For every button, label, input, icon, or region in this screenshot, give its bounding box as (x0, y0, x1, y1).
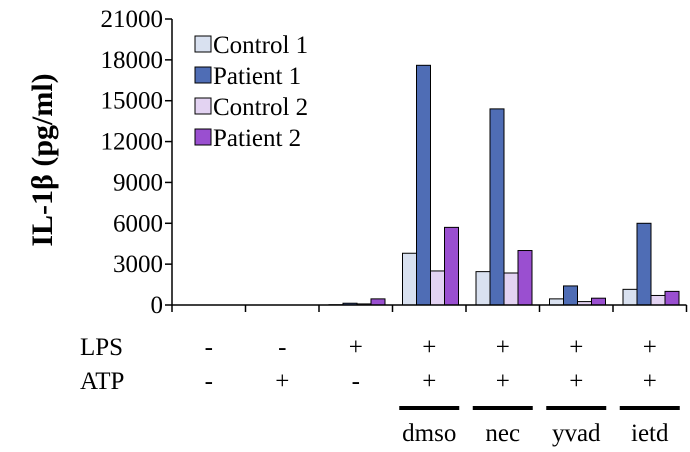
condition-mark: - (205, 368, 213, 395)
legend-label: Patient 1 (213, 63, 301, 90)
inhibitor-label: dmso (402, 420, 456, 447)
y-tick-label: 9000 (113, 169, 163, 196)
bar-control-1 (475, 271, 491, 306)
bar-control-1 (549, 298, 564, 306)
y-axis-label: IL-1β (pg/ml) (26, 73, 59, 246)
legend-swatch (194, 66, 212, 84)
condition-mark: - (205, 334, 213, 361)
condition-mark: + (496, 334, 510, 361)
x-axis (171, 304, 688, 312)
bar-control-2 (503, 272, 519, 306)
bar-patient-2 (444, 226, 459, 306)
condition-mark: + (349, 334, 363, 361)
condition-mark: + (569, 368, 583, 395)
bar-control-2 (430, 270, 445, 306)
inhibitor-label: yvad (552, 420, 601, 447)
condition-mark: + (496, 368, 510, 395)
inhibitor-label: ietd (631, 420, 669, 447)
condition-mark: + (422, 368, 436, 395)
bar-patient-1 (563, 285, 578, 306)
bar-control-2 (650, 294, 666, 306)
condition-mark: + (643, 334, 657, 361)
bar-patient-1 (636, 222, 652, 306)
y-tick-label: 6000 (113, 210, 163, 237)
y-tick-label: 21000 (101, 6, 164, 33)
bar-control-1 (402, 252, 417, 306)
inhibitor-label: nec (485, 420, 520, 447)
legend-swatch (194, 35, 212, 53)
condition-table: LPS - - + + + + + ATP - + - + + + + (80, 334, 657, 395)
bar-patient-2 (370, 298, 386, 306)
bar-patient-2 (517, 250, 533, 306)
condition-mark: + (422, 334, 436, 361)
legend-label: Patient 2 (213, 125, 301, 152)
condition-mark: + (569, 334, 583, 361)
bar-control-1 (622, 288, 638, 306)
bar-patient-2 (664, 290, 680, 306)
condition-label-atp: ATP (80, 368, 124, 395)
y-tick-label: 12000 (101, 129, 164, 156)
y-tick-label: 15000 (101, 88, 164, 115)
bar-patient-1 (416, 64, 431, 306)
legend-label: Control 2 (213, 94, 308, 121)
y-tick-label: 0 (151, 292, 164, 319)
y-tick-label: 3000 (113, 251, 163, 278)
legend-swatch (194, 128, 212, 146)
condition-mark: + (643, 368, 657, 395)
legend: Control 1 Patient 1 Control 2 Patient 2 (194, 32, 308, 152)
condition-mark: + (275, 368, 289, 395)
y-axis: 0 3000 6000 9000 12000 15000 18000 21000 (101, 6, 173, 319)
legend-label: Control 1 (213, 32, 308, 59)
condition-mark: - (352, 368, 360, 395)
inhibitor-labels: dmso nec yvad ietd (399, 406, 680, 447)
y-tick-label: 18000 (101, 47, 164, 74)
condition-label-lps: LPS (80, 334, 123, 361)
legend-swatch (194, 97, 212, 115)
condition-mark: - (278, 334, 286, 361)
bars (328, 64, 680, 306)
bar-patient-1 (489, 108, 505, 306)
bar-patient-2 (591, 297, 606, 306)
